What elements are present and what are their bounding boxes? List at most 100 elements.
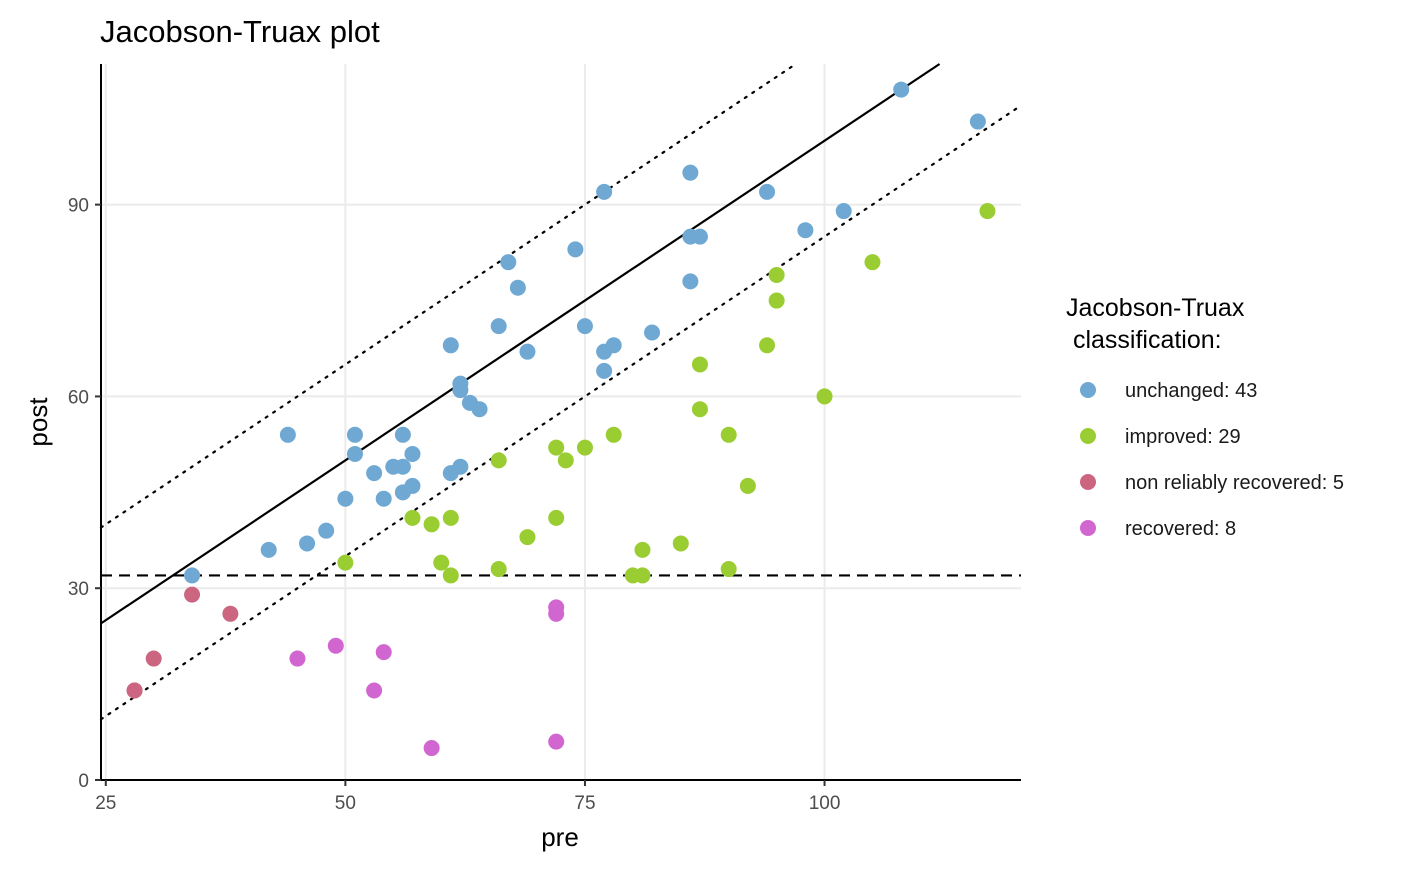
data-point [739, 477, 756, 494]
data-point [519, 343, 536, 360]
legend-key [1080, 428, 1096, 444]
lower-band-line [99, 104, 1023, 721]
data-point [548, 605, 565, 622]
data-point [327, 637, 344, 654]
data-point [145, 650, 162, 667]
y-tick-label: 0 [78, 771, 89, 792]
data-point [634, 541, 651, 558]
data-point [442, 509, 459, 526]
y-tick-label: 30 [68, 579, 89, 600]
legend-key [1080, 474, 1096, 490]
data-point [691, 228, 708, 245]
data-points [126, 81, 996, 757]
legend-label: unchanged: 43 [1125, 380, 1257, 402]
legend-key [1080, 382, 1096, 398]
data-point [471, 401, 488, 418]
data-point [768, 266, 785, 283]
data-point [548, 509, 565, 526]
reference-lines [99, 62, 1023, 721]
data-point [682, 273, 699, 290]
data-point [720, 426, 737, 443]
chart-title: Jacobson-Truax plot [100, 14, 380, 49]
legend: Jacobson-Truax classification: unchanged… [1066, 294, 1344, 540]
data-point [433, 554, 450, 571]
data-point [567, 241, 584, 258]
data-point [222, 605, 239, 622]
data-point [404, 509, 421, 526]
data-point [260, 541, 277, 558]
data-point [979, 203, 996, 220]
data-point [519, 529, 536, 546]
data-point [452, 382, 469, 399]
data-point [682, 164, 699, 181]
data-point [394, 458, 411, 475]
y-tick-label: 60 [68, 387, 89, 408]
data-point [375, 490, 392, 507]
legend-items: unchanged: 43 improved: 29 non reliably re… [1080, 380, 1344, 540]
upper-band-line [99, 62, 797, 529]
data-point [279, 426, 296, 443]
data-point [337, 554, 354, 571]
y-tick-label: 90 [68, 196, 89, 217]
legend-title-line-2: classification: [1066, 326, 1222, 354]
data-point [366, 465, 383, 482]
data-point [797, 222, 814, 239]
data-point [346, 445, 363, 462]
data-point [576, 439, 593, 456]
data-point [404, 445, 421, 462]
identity-line [100, 63, 941, 625]
x-tick-label: 50 [335, 793, 356, 814]
data-point [337, 490, 354, 507]
data-point [394, 426, 411, 443]
data-point [299, 535, 316, 552]
data-point [318, 522, 335, 539]
x-tick-label: 75 [574, 793, 595, 814]
data-point [289, 650, 306, 667]
data-point [490, 452, 507, 469]
data-point [346, 426, 363, 443]
data-point [490, 318, 507, 335]
data-point [557, 452, 574, 469]
legend-label: improved: 29 [1125, 426, 1241, 448]
data-point [816, 388, 833, 405]
legend-key [1080, 520, 1096, 536]
grid [101, 64, 1021, 781]
x-tick-label: 100 [809, 793, 841, 814]
legend-label: non reliably recovered: 5 [1125, 472, 1344, 494]
data-point [768, 292, 785, 309]
data-point [442, 567, 459, 584]
data-point [576, 318, 593, 335]
data-point [509, 279, 526, 296]
x-tick-label: 25 [95, 793, 116, 814]
data-point [969, 113, 986, 130]
data-point [423, 740, 440, 757]
legend-label: recovered: 8 [1125, 518, 1236, 540]
data-point [452, 458, 469, 475]
data-point [126, 682, 143, 699]
data-point [893, 81, 910, 98]
x-axis-title: pre [541, 822, 579, 852]
data-point [691, 401, 708, 418]
data-point [375, 644, 392, 661]
data-point [490, 561, 507, 578]
data-point [596, 183, 613, 200]
data-point [691, 356, 708, 373]
data-point [835, 203, 852, 220]
data-point [548, 733, 565, 750]
data-point [442, 337, 459, 354]
data-point [634, 567, 651, 584]
data-point [548, 439, 565, 456]
data-point [759, 337, 776, 354]
data-point [596, 362, 613, 379]
data-point [605, 337, 622, 354]
axis-ticks: 25 50 75 100 0 30 60 90 [68, 196, 841, 814]
data-point [404, 477, 421, 494]
legend-title-line-1: Jacobson-Truax [1066, 294, 1245, 322]
data-point [759, 183, 776, 200]
data-point [864, 254, 881, 271]
data-point [366, 682, 383, 699]
data-point [605, 426, 622, 443]
data-point [500, 254, 517, 271]
data-point [423, 516, 440, 533]
